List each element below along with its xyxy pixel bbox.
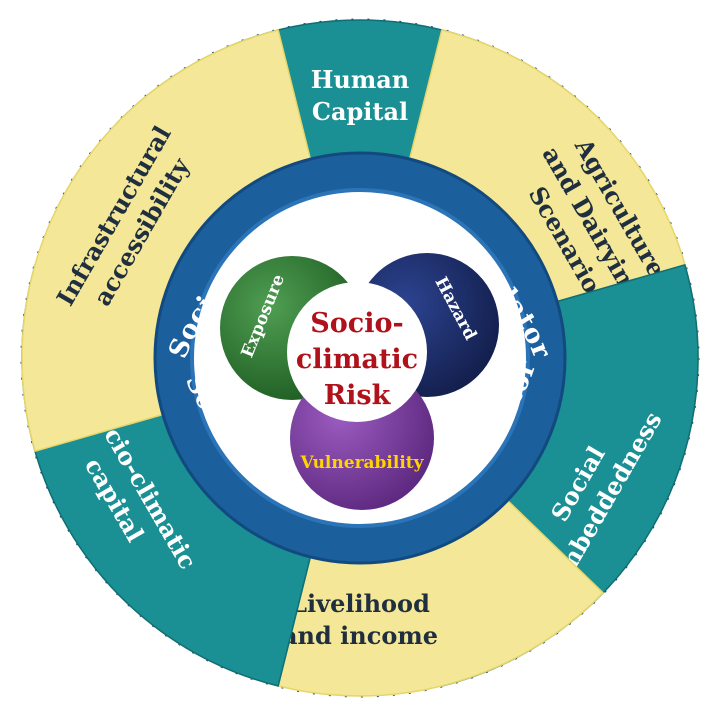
center-line-1: Socio- (310, 308, 403, 339)
center-risk-label: Socio- climatic Risk (296, 308, 418, 411)
segment-label-human: Human Capital (311, 65, 410, 126)
center-risk-circle (287, 282, 427, 422)
vulnerability-label: Vulnerability (299, 453, 424, 473)
center-line-2: climatic (296, 344, 418, 375)
segment-label-livelihood: Livelihood and income (282, 589, 438, 650)
segment-label-line: and income (282, 621, 438, 650)
center-line-3: Risk (324, 380, 392, 411)
segment-label-line: Livelihood (290, 589, 430, 618)
calculator-ring-outer-edge (153, 151, 567, 565)
segment-label-line: Capital (312, 97, 408, 126)
segment-label-line: Human (311, 65, 410, 94)
